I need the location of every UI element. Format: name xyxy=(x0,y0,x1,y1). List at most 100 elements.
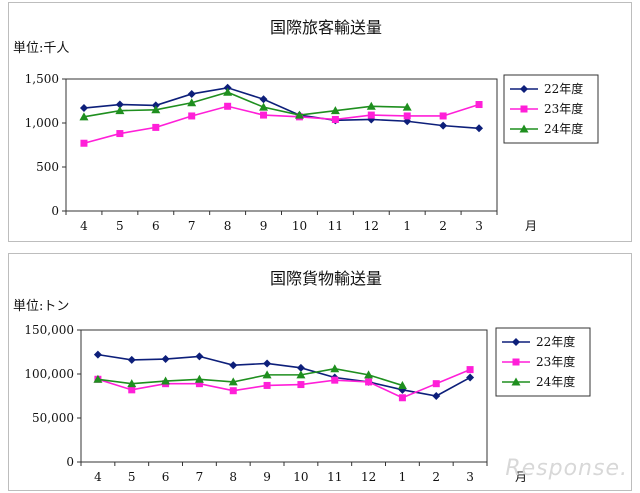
data-point xyxy=(439,121,448,130)
x-tick-label: 5 xyxy=(128,470,136,484)
series-2 xyxy=(94,366,474,402)
series-3 xyxy=(79,87,412,121)
x-tick-label: 9 xyxy=(263,470,271,484)
data-point xyxy=(366,101,376,110)
x-tick-label: 10 xyxy=(293,470,308,484)
data-point xyxy=(331,115,339,123)
x-tick-label: 7 xyxy=(188,219,196,233)
x-tick-label: 4 xyxy=(80,219,88,233)
data-point xyxy=(128,386,136,394)
data-point xyxy=(224,102,232,110)
x-unit-label: 月 xyxy=(515,470,527,484)
series-line xyxy=(83,86,480,130)
legend-marker xyxy=(520,85,528,93)
data-point xyxy=(223,87,233,96)
x-tick-label: 7 xyxy=(196,470,204,484)
series-line xyxy=(83,91,408,118)
data-point xyxy=(152,123,160,131)
data-point xyxy=(127,379,137,388)
data-point xyxy=(475,101,483,109)
data-point xyxy=(259,102,269,111)
unit-label: 単位:千人 xyxy=(13,40,69,56)
legend-label: 24年度 xyxy=(536,374,575,389)
chart-title: 国際旅客輸送量 xyxy=(270,18,382,37)
cargo-chart-panel: 国際貨物輸送量 単位:トン 0 50,000 100,000 150,000 4 5 6 7 8 9 1… xyxy=(8,253,632,491)
x-unit-label: 月 xyxy=(525,219,537,233)
data-point xyxy=(259,95,268,104)
series-line xyxy=(97,353,471,397)
x-tick-label: 11 xyxy=(328,219,343,233)
y-tick-label: 500 xyxy=(36,160,59,174)
data-point xyxy=(127,355,136,364)
x-tick-label: 1 xyxy=(399,470,407,484)
x-tick-label: 2 xyxy=(439,219,447,233)
x-tick-label: 11 xyxy=(327,470,342,484)
legend-label: 22年度 xyxy=(544,81,583,96)
data-point xyxy=(93,374,103,383)
y-tick-label: 0 xyxy=(66,455,74,469)
x-tick-label: 4 xyxy=(94,470,102,484)
series-1 xyxy=(79,83,484,133)
data-point xyxy=(330,106,340,115)
x-tick-label: 2 xyxy=(432,470,440,484)
data-point xyxy=(229,361,238,370)
legend-marker xyxy=(512,358,520,366)
data-point xyxy=(115,100,124,109)
data-point xyxy=(194,374,204,383)
data-point xyxy=(296,363,305,372)
unit-label: 単位:トン xyxy=(13,298,69,314)
data-point xyxy=(439,112,447,120)
data-point xyxy=(365,378,373,386)
data-point xyxy=(116,130,124,138)
data-point xyxy=(161,355,170,364)
data-point xyxy=(330,364,340,373)
x-tick-label: 8 xyxy=(229,470,237,484)
data-point xyxy=(398,394,406,402)
x-tick-label: 9 xyxy=(260,219,268,233)
data-point xyxy=(432,380,440,388)
data-point xyxy=(297,381,305,389)
data-point xyxy=(187,98,197,107)
series-3 xyxy=(93,364,407,389)
legend-label: 23年度 xyxy=(536,354,575,369)
legend: 22年度 23年度 24年度 xyxy=(495,327,591,397)
data-point xyxy=(367,111,375,119)
legend-label: 22年度 xyxy=(536,334,575,349)
response-watermark: Response. xyxy=(505,456,628,481)
legend-label: 24年度 xyxy=(544,121,583,136)
data-point xyxy=(432,392,441,400)
x-tick-label: 1 xyxy=(403,219,411,233)
data-point xyxy=(466,373,475,382)
data-point xyxy=(93,350,102,359)
data-point xyxy=(296,370,306,379)
data-point xyxy=(403,112,411,120)
y-tick-label: 1,000 xyxy=(25,116,59,130)
data-point xyxy=(364,370,374,379)
passenger-chart-panel: 国際旅客輸送量 単位:千人 0 500 1,000 1,500 4 5 6 7 8 9 10 11 12 1 2… xyxy=(8,2,632,242)
y-tick-label: 100,000 xyxy=(24,367,74,381)
y-tick-label: 150,000 xyxy=(24,323,74,337)
plot-frame xyxy=(65,78,498,212)
legend-marker xyxy=(511,377,521,386)
x-tick-label: 3 xyxy=(466,470,474,484)
x-tick-label: 6 xyxy=(162,470,170,484)
legend-marker xyxy=(512,338,520,346)
x-tick-label: 6 xyxy=(152,219,160,233)
data-point xyxy=(195,352,204,361)
y-tick-label: 1,500 xyxy=(25,72,59,86)
data-point xyxy=(466,366,474,374)
data-point xyxy=(187,89,196,98)
data-point xyxy=(228,377,238,386)
data-point xyxy=(262,370,272,379)
x-tick-label: 8 xyxy=(224,219,232,233)
data-point xyxy=(161,376,171,385)
data-point xyxy=(79,112,89,121)
data-point xyxy=(263,381,271,389)
series-line xyxy=(83,103,480,145)
data-point xyxy=(229,387,237,395)
data-point xyxy=(115,106,125,115)
x-tick-label: 12 xyxy=(361,470,376,484)
data-point xyxy=(263,359,272,368)
